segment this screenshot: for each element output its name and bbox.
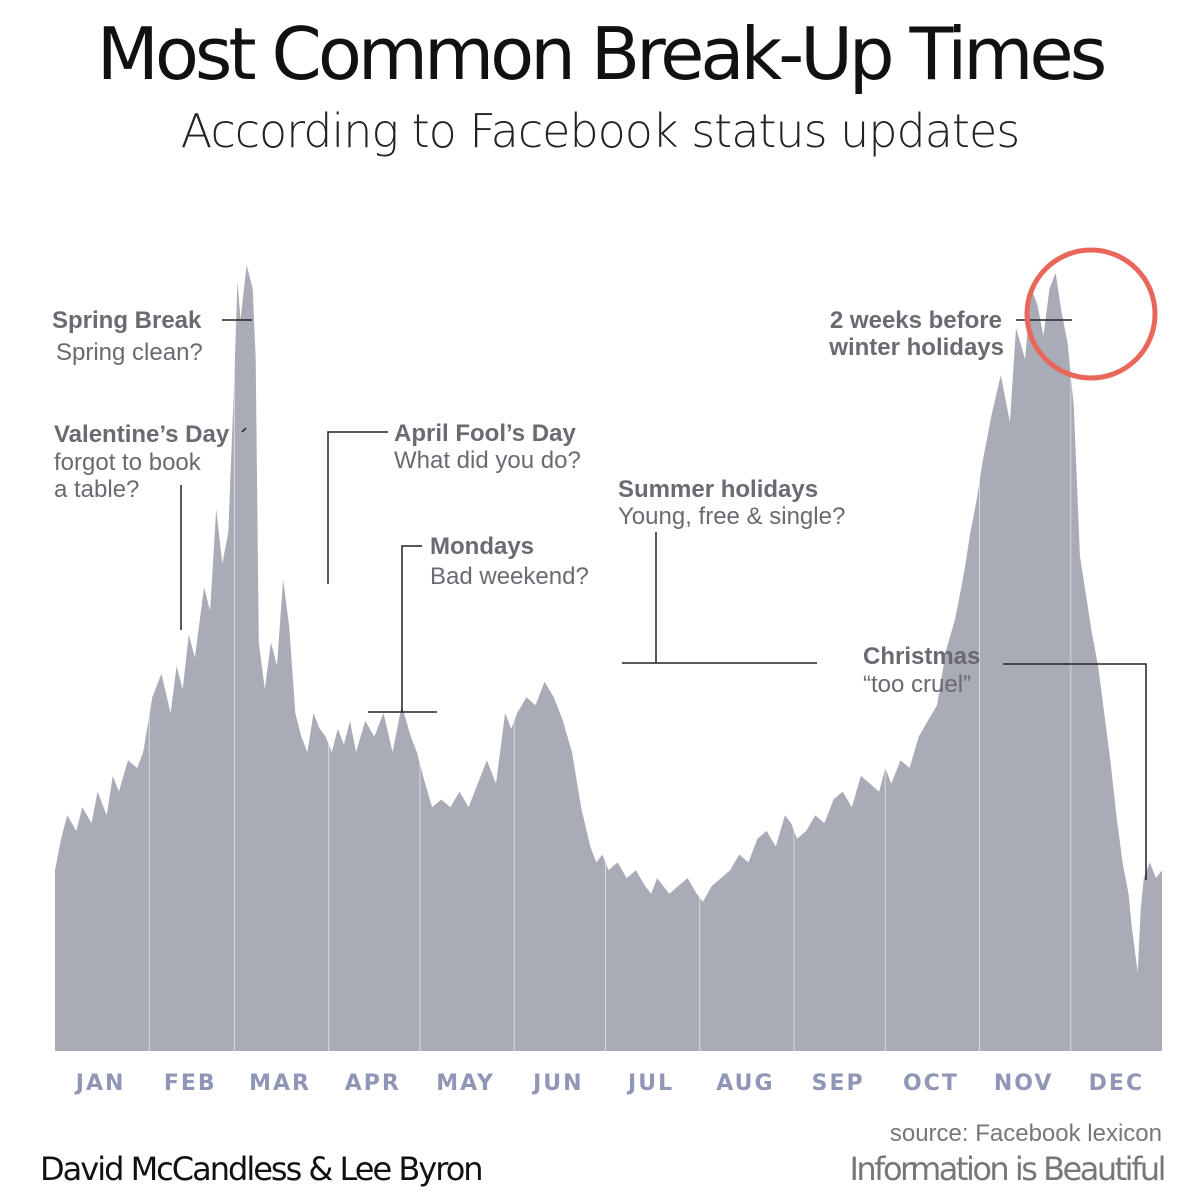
month-label-may: MAY [436, 1071, 495, 1096]
annotation-summer-label: Summer holidays [618, 476, 818, 503]
annotation-spring-break-note: Spring clean? [56, 339, 203, 366]
month-label-jan: JAN [74, 1071, 126, 1096]
month-label-oct: OCT [903, 1071, 959, 1096]
annotation-winter: 2 weeks before winter holidays [828, 247, 1158, 381]
annotation-mondays-note: Bad weekend? [430, 563, 589, 590]
month-label-aug: AUG [716, 1071, 774, 1096]
annotation-valentines: Valentine’s Day forgot to book a table? [54, 421, 247, 630]
month-label-sep: SEP [812, 1071, 865, 1096]
author-credit: David McCandless & Lee Byron [40, 1150, 484, 1188]
annotation-valentines-tick [241, 427, 247, 433]
area-layer [55, 265, 1162, 1051]
month-label-mar: MAR [249, 1071, 311, 1096]
chart-title: Most Common Break-Up Times [96, 12, 1107, 96]
month-label-apr: APR [345, 1071, 401, 1096]
month-label-jun: JUN [531, 1071, 583, 1096]
annotation-april-fools-label: April Fool’s Day [394, 420, 576, 447]
series-area [55, 265, 1162, 1051]
annotation-christmas-label: Christmas [863, 643, 980, 670]
annotation-valentines-label: Valentine’s Day [54, 421, 230, 448]
annotation-valentines-note-line2: a table? [54, 476, 139, 503]
highlight-circle [1024, 247, 1158, 381]
annotation-spring-break: Spring Break Spring clean? [52, 307, 252, 366]
annotation-spring-break-label: Spring Break [52, 307, 202, 334]
annotation-summer-note: Young, free & single? [618, 503, 845, 530]
chart-subtitle: According to Facebook status updates [180, 104, 1020, 158]
annotation-winter-label-line2: winter holidays [828, 334, 1004, 361]
annotation-april-fools-note: What did you do? [394, 447, 581, 474]
annotation-mondays-label: Mondays [430, 533, 534, 560]
annotation-christmas-leader [1003, 663, 1147, 880]
month-label-feb: FEB [164, 1071, 217, 1096]
annotation-winter-label-line1: 2 weeks before [830, 307, 1002, 334]
annotation-april-fools-leader [327, 431, 388, 584]
month-label-jul: JUL [626, 1071, 674, 1096]
annotation-summer: Summer holidays Young, free & single? [618, 476, 845, 664]
month-label-nov: NOV [994, 1071, 1054, 1096]
month-axis: JAN FEB MAR APR MAY JUN JUL AUG SEP OCT NOV DEC [74, 1071, 1144, 1096]
annotation-mondays-leader [401, 545, 422, 712]
month-label-dec: DEC [1089, 1071, 1144, 1096]
annotation-christmas-note: “too cruel” [863, 671, 971, 698]
month-separators [148, 265, 1072, 1051]
brand-logo: Information is Beautiful [849, 1150, 1166, 1188]
source-note: source: Facebook lexicon [889, 1120, 1162, 1147]
annotation-valentines-note-line1: forgot to book [54, 449, 202, 476]
annotation-mondays: Mondays Bad weekend? [368, 533, 589, 713]
annotation-christmas: Christmas “too cruel” [863, 643, 1147, 880]
annotation-april-fools: April Fool’s Day What did you do? [327, 420, 581, 584]
